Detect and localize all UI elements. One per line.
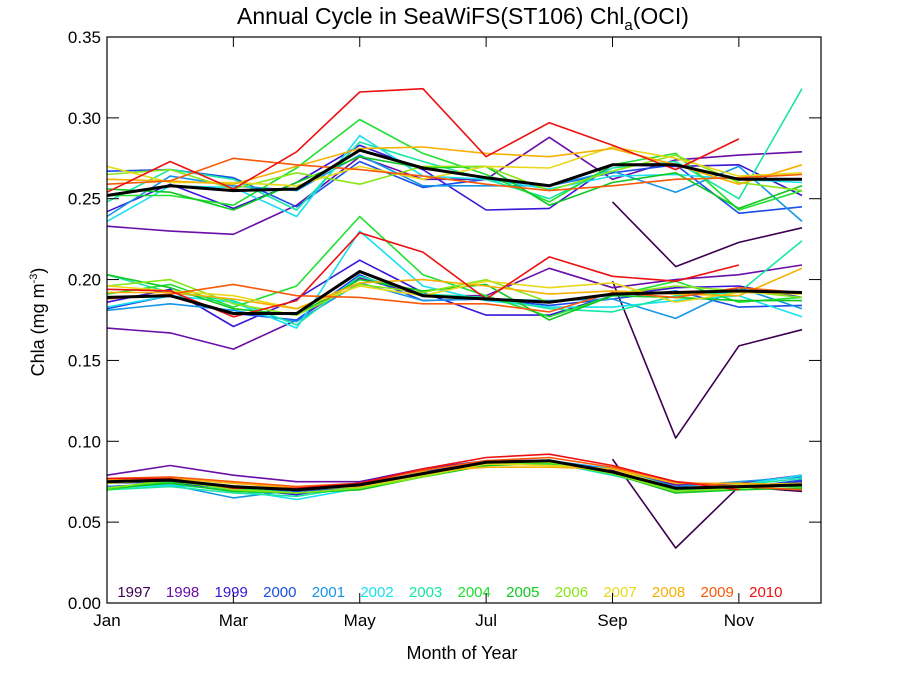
series-line-1997-middle xyxy=(611,280,803,439)
legend-item-1998: 1998 xyxy=(166,584,199,601)
y-tick-label: 0.05 xyxy=(68,513,101,532)
series-line-2008-middle xyxy=(107,267,803,310)
x-tick-label: Jan xyxy=(93,611,120,630)
series-line-2003-upper xyxy=(106,88,803,211)
legend-item-2001: 2001 xyxy=(312,584,345,601)
legend: 1997 1998 1999 2000 2001 2002 2003 2004 2005 2006… xyxy=(117,584,782,601)
series-line-2010-upper xyxy=(106,87,740,193)
y-axis-label-suffix: ) xyxy=(28,268,48,274)
plot-frame xyxy=(106,36,822,604)
x-axis-label: Month of Year xyxy=(406,643,517,663)
series-2000 xyxy=(106,160,803,493)
y-tick-label: 0.20 xyxy=(68,271,101,290)
series-line-2009-middle xyxy=(106,283,803,313)
chart-title-suffix: (OCI) xyxy=(633,3,689,29)
chart-title-subscript: a xyxy=(624,17,633,34)
series-line-2006-upper xyxy=(106,154,803,192)
series-line-2004-middle xyxy=(106,215,803,318)
series-1997 xyxy=(611,201,803,549)
legend-item-2010: 2010 xyxy=(749,584,782,601)
legend-item-2002: 2002 xyxy=(360,584,393,601)
y-axis-label-main: Chla (mg m xyxy=(28,283,48,376)
legend-item-2007: 2007 xyxy=(603,584,636,601)
x-tick-label: Mar xyxy=(219,611,249,630)
series-line-2000-upper xyxy=(106,160,803,215)
y-axis-label: Chla (mg m-3) xyxy=(28,268,48,377)
x-tick-label: May xyxy=(344,611,377,630)
x-axis: Jan Mar May Jul Sep Nov xyxy=(93,37,754,630)
chart-title: Annual Cycle in SeaWiFS(ST106) Chla(OCI) xyxy=(237,3,689,34)
chart-title-main: Annual Cycle in SeaWiFS(ST106) Chl xyxy=(237,3,624,29)
legend-item-1997: 1997 xyxy=(117,584,150,601)
legend-item-2008: 2008 xyxy=(652,584,685,601)
x-tick-label: Nov xyxy=(724,611,755,630)
series-2001 xyxy=(106,154,803,499)
y-axis: 0.00 0.05 0.10 0.15 0.20 0.25 0.30 0.35 xyxy=(68,28,821,613)
y-tick-label: 0.25 xyxy=(68,190,101,209)
series-line-2009-upper xyxy=(106,157,803,192)
series-mean xyxy=(106,148,803,492)
legend-item-2006: 2006 xyxy=(555,584,588,601)
series-line-2002-upper xyxy=(106,134,803,223)
y-tick-label: 0.30 xyxy=(68,109,101,128)
series-layer xyxy=(106,87,803,549)
y-tick-label: 0.35 xyxy=(68,28,101,47)
legend-item-1999: 1999 xyxy=(215,584,248,601)
y-axis-label-superscript: -3 xyxy=(28,274,40,284)
legend-item-2005: 2005 xyxy=(506,584,539,601)
series-2009 xyxy=(106,157,803,491)
legend-item-2000: 2000 xyxy=(263,584,296,601)
series-2007 xyxy=(106,146,803,491)
series-line-mean-upper xyxy=(106,148,802,197)
y-tick-label: 0.10 xyxy=(68,432,101,451)
y-tick-label: 0.15 xyxy=(68,351,101,370)
legend-item-2004: 2004 xyxy=(458,584,491,601)
series-line-mean-middle xyxy=(106,270,803,315)
series-line-2006-middle xyxy=(106,278,803,316)
x-tick-label: Jul xyxy=(475,611,497,630)
series-2008 xyxy=(106,146,803,489)
series-1999 xyxy=(106,144,803,496)
series-line-1997-upper xyxy=(611,201,803,268)
x-tick-label: Sep xyxy=(597,611,627,630)
legend-item-2009: 2009 xyxy=(701,584,734,601)
legend-item-2003: 2003 xyxy=(409,584,442,601)
series-2005 xyxy=(106,155,803,494)
series-line-2007-middle xyxy=(106,280,803,310)
series-line-2004-upper xyxy=(107,118,803,211)
y-tick-label: 0.00 xyxy=(68,594,101,613)
series-line-mean-lower xyxy=(106,459,803,492)
series-2006 xyxy=(106,154,803,494)
